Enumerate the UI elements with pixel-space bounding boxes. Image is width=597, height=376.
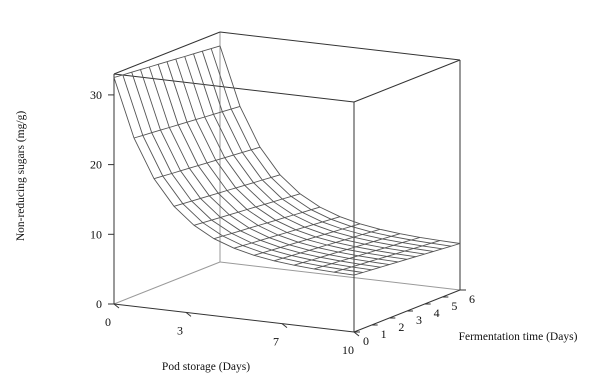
box-edge-top-back (219, 31, 461, 61)
box-edge-front-bottom (113, 303, 355, 333)
surface-line-y-5 (157, 64, 399, 263)
box-edge-top-left (113, 31, 221, 75)
x-tick-mark-3 (353, 331, 360, 337)
surface-line-x-1 (133, 105, 241, 139)
surface-line-y-2 (131, 72, 372, 271)
z-tick-label-2: 20 (90, 158, 102, 172)
surface-line-y-9 (193, 53, 434, 252)
y-tick-label-0: 0 (363, 334, 369, 348)
x-tick-mark-2 (281, 323, 288, 328)
surface-line-x-5 (213, 206, 321, 240)
z-tick-label-3: 30 (90, 88, 102, 102)
y-tick-label-2: 2 (398, 320, 404, 334)
box-edge-back-bottom-x (219, 261, 461, 291)
y-tick-label-5: 5 (451, 299, 457, 313)
surface-line-y-6 (166, 61, 408, 260)
x-tick-label-2: 7 (273, 335, 279, 349)
y-tick-label-3: 3 (416, 313, 422, 327)
surface-line-x-3 (173, 174, 281, 207)
x-tick-label-1: 3 (177, 323, 183, 337)
surface-line-x-0 (113, 45, 221, 78)
z-tick-label-1: 10 (90, 227, 102, 241)
box-edge-back-bottom-y (113, 261, 221, 305)
surface-line-x-12 (353, 243, 461, 276)
surface-line-y-4 (148, 66, 390, 266)
surface-line-y-1 (122, 74, 363, 273)
surface-line-x-2 (153, 146, 261, 180)
surface-line-x-9 (293, 233, 401, 266)
y-tick-label-1: 1 (381, 327, 387, 341)
y-axis-label: Fermentation time (Days) (459, 331, 578, 343)
box-edge-top-right (353, 59, 461, 103)
x-axis-label: Pod storage (Days) (162, 361, 250, 373)
surface-line-y-7 (175, 58, 416, 258)
surface-line-x-8 (273, 228, 381, 262)
surface-line-y-12 (219, 45, 461, 244)
z-tick-label-0: 0 (96, 297, 102, 311)
surface-line-x-6 (233, 216, 341, 249)
surface-line-x-7 (253, 223, 361, 256)
y-tick-label-4: 4 (434, 306, 440, 320)
x-tick-label-0: 0 (105, 315, 111, 329)
surface-line-x-11 (333, 240, 441, 273)
surface-line-y-3 (140, 69, 381, 268)
x-tick-label-3: 10 (342, 343, 354, 357)
surface-line-y-0 (113, 77, 355, 276)
surface-line-x-4 (193, 193, 301, 226)
z-axis-label: Non-reducing sugars (mg/g) (15, 111, 27, 241)
y-tick-label-6: 6 (469, 292, 475, 306)
x-tick-mark-1 (185, 312, 192, 317)
surface-line-x-10 (313, 236, 421, 270)
x-tick-mark-0 (113, 303, 120, 309)
